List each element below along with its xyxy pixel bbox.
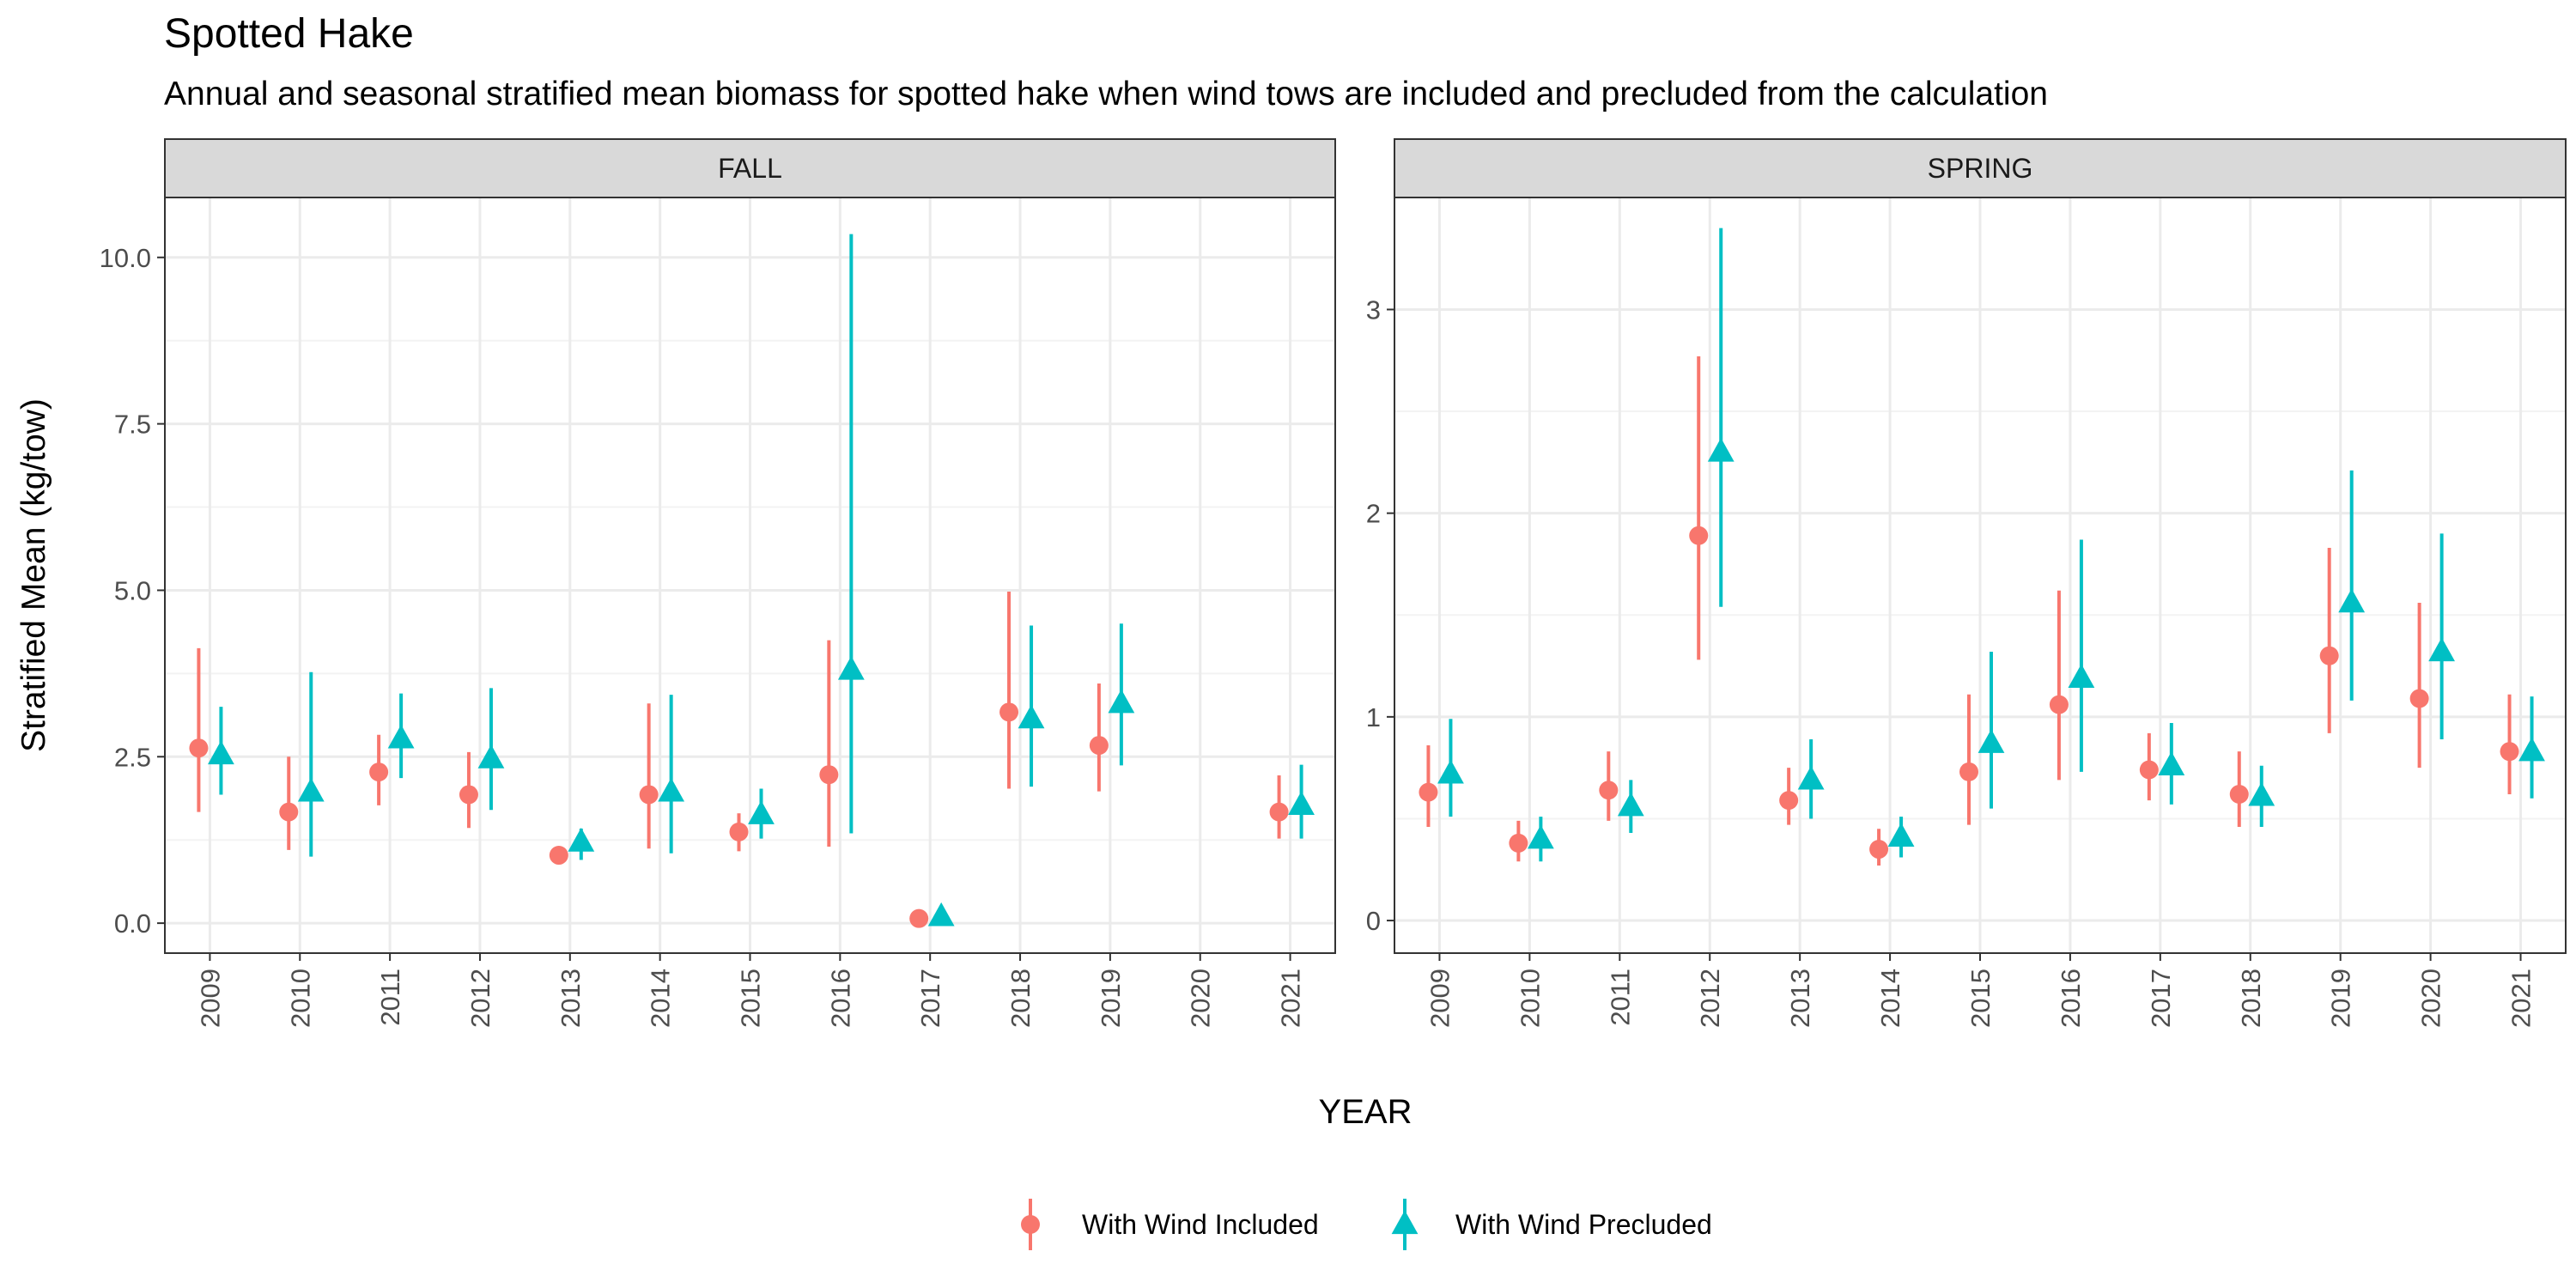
data-point-precluded (748, 800, 775, 824)
x-tick-label-fall: 2017 (915, 969, 945, 1028)
data-point-included (1869, 840, 1889, 860)
x-tick-label-spring: 2019 (2326, 969, 2356, 1028)
data-point-included (1779, 791, 1799, 811)
data-point-included (2319, 646, 2339, 665)
data-point-precluded (208, 740, 234, 765)
data-point-included (369, 762, 389, 782)
data-point-included (279, 802, 299, 822)
data-point-included (819, 765, 839, 785)
x-tick-label-spring: 2017 (2146, 969, 2176, 1028)
x-tick-label-spring: 2011 (1605, 969, 1635, 1026)
facet-label-spring: SPRING (1928, 153, 2033, 184)
data-point-precluded (387, 724, 415, 749)
y-tick-label-spring: 1 (1366, 702, 1381, 732)
data-point-precluded (1978, 729, 2005, 753)
chart-subtitle: Annual and seasonal stratified mean biom… (164, 76, 2048, 112)
facet-label-fall: FALL (718, 153, 782, 184)
panel-border-spring (1394, 197, 2567, 954)
data-point-precluded (658, 777, 685, 802)
chart-title: Spotted Hake (164, 11, 414, 57)
data-point-precluded (1288, 791, 1315, 816)
y-tick-label-fall: 2.5 (114, 742, 151, 772)
data-point-included (549, 846, 568, 866)
x-tick-label-spring: 2014 (1875, 969, 1905, 1028)
y-tick-label-fall: 10.0 (100, 243, 151, 273)
data-point-included (2049, 695, 2069, 714)
x-tick-label-fall: 2016 (825, 969, 855, 1028)
x-tick-label-fall: 2012 (465, 969, 495, 1028)
y-tick-label-spring: 3 (1366, 295, 1381, 325)
data-point-precluded (2338, 588, 2366, 613)
legend-key-included (1021, 1215, 1040, 1234)
data-point-included (729, 822, 749, 841)
data-point-precluded (1707, 438, 1735, 462)
legend-label-precluded: With Wind Precluded (1455, 1209, 1712, 1240)
data-point-precluded (2518, 737, 2545, 762)
data-point-precluded (927, 902, 955, 927)
x-tick-label-fall: 2010 (285, 969, 315, 1028)
data-point-precluded (477, 744, 505, 769)
x-tick-label-spring: 2010 (1515, 969, 1545, 1028)
data-point-precluded (1617, 792, 1644, 817)
x-tick-label-spring: 2009 (1425, 969, 1455, 1028)
data-point-precluded (2248, 781, 2275, 806)
data-point-precluded (2428, 637, 2456, 662)
data-point-precluded (2158, 751, 2185, 775)
x-tick-label-fall: 2021 (1276, 969, 1306, 1028)
x-tick-label-spring: 2018 (2236, 969, 2266, 1028)
data-point-included (639, 785, 659, 805)
x-tick-label-spring: 2020 (2416, 969, 2446, 1028)
y-tick-label-spring: 2 (1366, 499, 1381, 529)
data-point-included (1269, 802, 1289, 822)
y-axis-title: Stratified Mean (kg/tow) (15, 398, 52, 752)
y-tick-label-fall: 5.0 (114, 575, 151, 605)
y-tick-label-spring: 0 (1366, 906, 1381, 936)
x-tick-label-fall: 2013 (556, 969, 586, 1028)
x-tick-label-spring: 2012 (1695, 969, 1725, 1028)
data-point-included (189, 738, 209, 758)
data-point-included (1599, 781, 1619, 800)
legend-label-included: With Wind Included (1082, 1209, 1319, 1240)
data-point-included (1509, 833, 1528, 853)
x-tick-label-spring: 2016 (2056, 969, 2086, 1028)
panel-border-fall (164, 197, 1336, 954)
data-point-included (2139, 760, 2159, 780)
data-point-included (1419, 782, 1438, 802)
data-point-precluded (837, 655, 865, 680)
x-tick-label-spring: 2021 (2506, 969, 2537, 1028)
data-point-precluded (1797, 765, 1825, 790)
x-tick-label-spring: 2013 (1785, 969, 1815, 1028)
data-point-included (459, 785, 478, 805)
x-tick-label-fall: 2015 (736, 969, 766, 1028)
data-point-included (909, 908, 929, 928)
x-tick-label-spring: 2015 (1965, 969, 1996, 1028)
y-tick-label-fall: 0.0 (114, 908, 151, 939)
data-point-included (999, 702, 1019, 722)
data-point-precluded (1437, 759, 1464, 784)
x-tick-label-fall: 2011 (375, 969, 405, 1026)
data-point-included (1959, 762, 1978, 781)
data-point-precluded (1018, 704, 1045, 729)
legend-key-precluded (1391, 1210, 1419, 1235)
x-tick-label-fall: 2020 (1186, 969, 1216, 1028)
data-point-precluded (297, 777, 325, 802)
data-point-precluded (568, 828, 595, 852)
x-tick-label-fall: 2018 (1005, 969, 1036, 1028)
x-tick-label-fall: 2019 (1096, 969, 1126, 1028)
data-point-precluded (1108, 689, 1135, 714)
data-point-precluded (2068, 664, 2095, 688)
data-point-precluded (1887, 823, 1915, 847)
data-point-included (1089, 736, 1109, 756)
data-point-included (1689, 526, 1709, 545)
x-tick-label-fall: 2009 (195, 969, 225, 1028)
data-point-included (2409, 689, 2429, 708)
data-point-included (2229, 784, 2249, 804)
data-point-included (2500, 742, 2519, 762)
y-tick-label-fall: 7.5 (114, 410, 151, 440)
data-point-precluded (1527, 824, 1554, 849)
x-axis-title: YEAR (1319, 1093, 1413, 1131)
x-tick-label-fall: 2014 (646, 969, 676, 1028)
